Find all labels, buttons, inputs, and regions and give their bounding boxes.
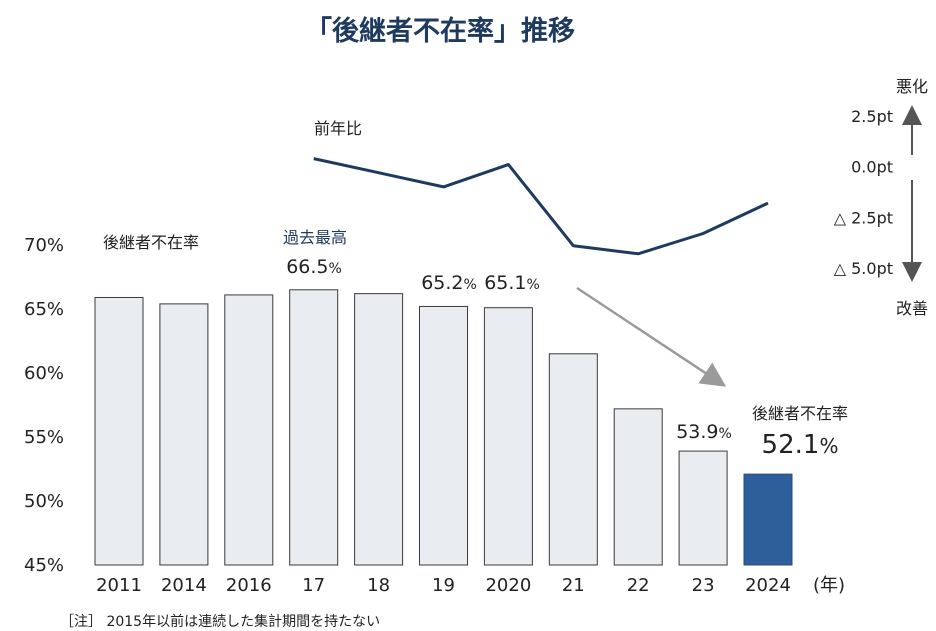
worse-label: 悪化 — [896, 77, 928, 96]
bar-18 — [354, 293, 404, 566]
value-label-2020: 65.1% — [484, 272, 540, 294]
bar-2016 — [224, 294, 274, 566]
y-tick-label: 50% — [24, 491, 64, 512]
x-tick-label: 18 — [367, 575, 390, 596]
x-tick-label: 17 — [302, 575, 325, 596]
x-tick-label: 21 — [562, 575, 585, 596]
bar-19 — [419, 305, 468, 566]
better-label: 改善 — [896, 299, 928, 318]
footnote: ［注］ 2015年以前は連続した集計期間を持たない — [60, 613, 380, 630]
bar-22 — [613, 408, 663, 566]
x-tick-label: 2024 — [745, 575, 791, 596]
series-label: 後継者不在率 — [103, 233, 199, 252]
right-axis-label: △ 2.5pt — [834, 208, 893, 227]
final-label: 後継者不在率 — [752, 404, 848, 423]
x-tick-label: 22 — [627, 575, 650, 596]
right-axis-label: 0.0pt — [851, 158, 893, 177]
value-label-23: 53.9% — [676, 421, 732, 443]
y-tick-label: 60% — [24, 363, 64, 384]
x-tick-label: 2020 — [485, 575, 531, 596]
bar-2024 — [743, 473, 793, 566]
final-value-label: 52.1% — [762, 430, 839, 460]
y-tick-label: 65% — [24, 299, 64, 320]
x-tick-label: 23 — [692, 575, 715, 596]
right-axis-label: 2.5pt — [851, 107, 893, 126]
x-tick-label: 2016 — [226, 575, 272, 596]
bar-23 — [678, 450, 728, 566]
bar-2011 — [94, 296, 144, 566]
y-tick-label: 70% — [24, 235, 64, 256]
trend-arrow — [576, 286, 727, 387]
y-tick-label: 55% — [24, 427, 64, 448]
x-tick-label: 2014 — [161, 575, 207, 596]
chart-title: 「後継者不在率」推移 — [305, 15, 575, 47]
peak-value-label: 66.5% — [286, 256, 342, 278]
bar-17 — [289, 289, 339, 566]
y-tick-label: 45% — [24, 555, 64, 576]
value-label-19: 65.2% — [421, 272, 477, 294]
right-axis-label: △ 5.0pt — [834, 259, 893, 278]
x-unit-label: (年) — [813, 575, 845, 596]
bar-2014 — [159, 303, 209, 566]
x-tick-label: 19 — [432, 575, 455, 596]
x-tick-label: 2011 — [96, 575, 142, 596]
peak-label: 過去最高 — [283, 228, 347, 247]
line-series-label: 前年比 — [314, 119, 362, 138]
bar-2020 — [483, 307, 533, 566]
line-series-yoy — [313, 157, 769, 256]
bar-21 — [548, 353, 598, 566]
